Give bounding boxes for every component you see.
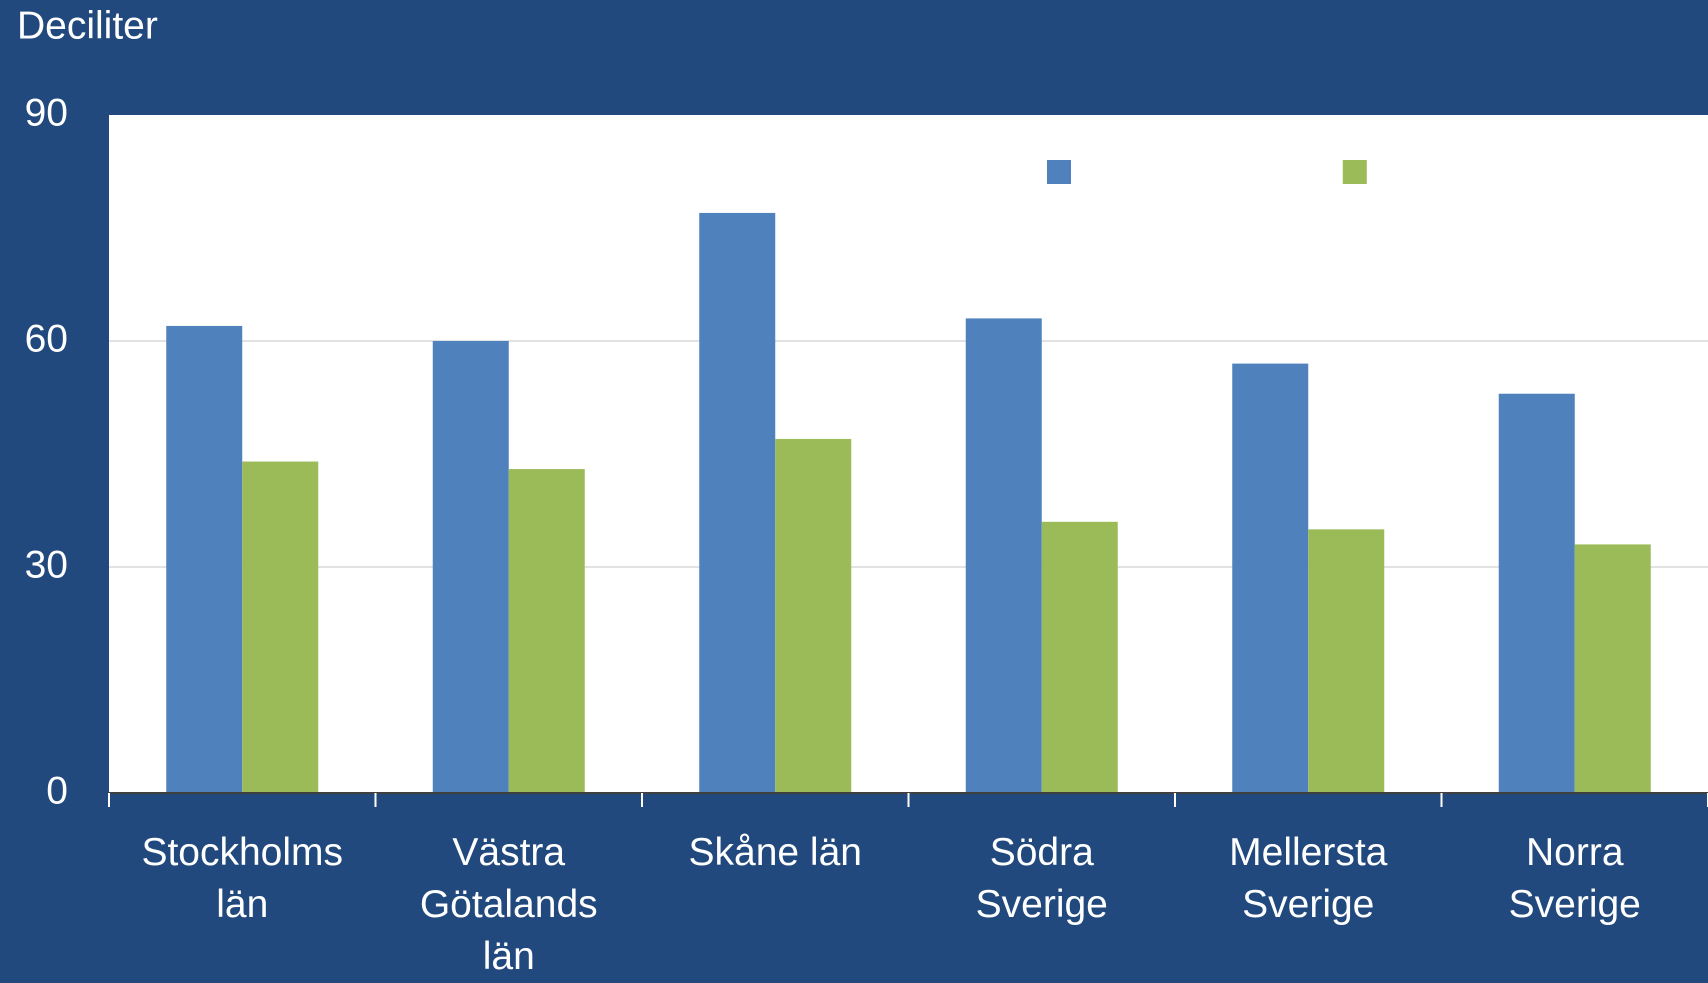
y-tick-label: 30 (25, 543, 68, 586)
axis-title: Deciliter (17, 4, 158, 47)
bar (1574, 544, 1651, 793)
x-tick-label: Stockholms län (141, 831, 344, 926)
x-tick-label: Södra Sverige (975, 831, 1108, 926)
bar (965, 318, 1042, 793)
y-tick-label: 60 (25, 317, 68, 360)
x-tick-label: Västra Götalands län (419, 831, 598, 978)
legend-label: Flickor, gy 2 (1377, 150, 1585, 193)
x-tick-label: Mellersta Sverige (1229, 831, 1388, 926)
bar (242, 461, 319, 793)
bar (1498, 393, 1575, 793)
bar (432, 341, 509, 793)
bar (699, 212, 776, 793)
y-tick-label: 0 (46, 769, 68, 812)
legend-swatch (1342, 160, 1367, 184)
x-tick-label: Skåne län (688, 831, 862, 874)
bar (775, 438, 852, 793)
bar (1308, 529, 1385, 793)
y-tick-label: 90 (25, 91, 68, 134)
bar (166, 325, 243, 793)
legend-label: Pojkar, gy 2 (1081, 150, 1285, 193)
plot-area (109, 115, 1708, 793)
bar (1232, 363, 1309, 793)
bar (508, 469, 585, 793)
bar (1041, 521, 1118, 793)
x-tick-label: Norra Sverige (1508, 831, 1641, 926)
legend-swatch (1047, 160, 1071, 184)
